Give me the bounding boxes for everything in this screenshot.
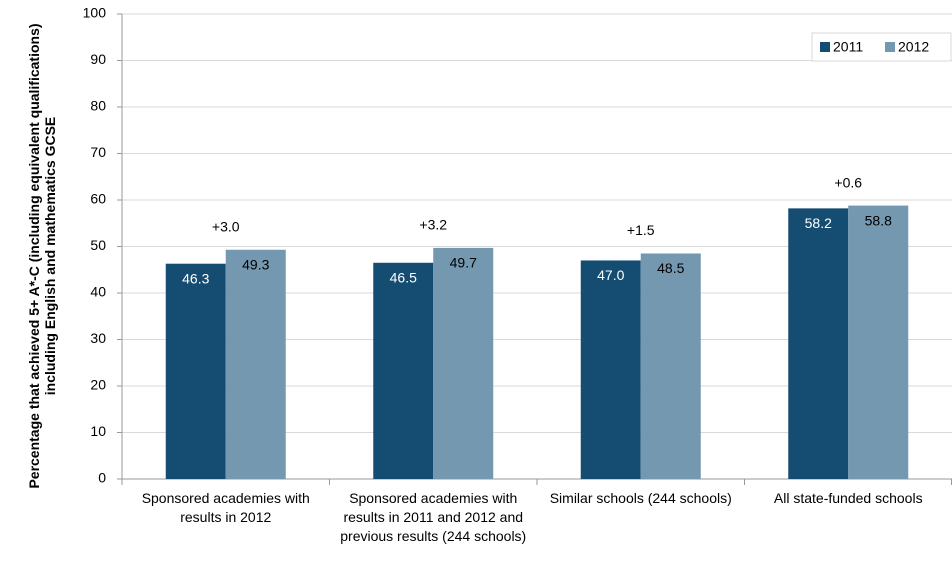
annotation: +3.2: [419, 217, 447, 233]
value-label: 47.0: [597, 267, 624, 283]
bar: [640, 253, 701, 479]
y-tick-label: 80: [90, 98, 106, 114]
bar: [788, 208, 849, 479]
legend-label: 2011: [833, 39, 863, 55]
y-tick-label: 100: [83, 5, 107, 21]
bar: [580, 260, 641, 479]
bar: [225, 249, 286, 479]
y-tick-label: 10: [90, 423, 106, 439]
y-axis-label: Percentage that achieved 5+ A*-C (includ…: [26, 23, 58, 489]
value-label: 58.2: [805, 215, 832, 231]
legend-label: 2012: [898, 39, 929, 55]
y-tick-label: 20: [90, 377, 106, 393]
legend-swatch: [820, 42, 830, 52]
value-label: 48.5: [657, 260, 684, 276]
annotation: +1.5: [627, 222, 655, 238]
y-tick-label: 90: [90, 51, 106, 67]
value-label: 46.3: [182, 270, 209, 286]
x-tick-label: All state-funded schools: [773, 490, 923, 506]
bar: [373, 262, 434, 479]
y-tick-label: 0: [98, 470, 106, 486]
y-tick-label: 50: [90, 237, 106, 253]
annotation: +3.0: [212, 218, 240, 234]
legend-box: [811, 32, 952, 62]
x-tick-label: Sponsored academies with results in 2011…: [340, 490, 527, 544]
annotation: +0.6: [834, 174, 862, 190]
y-tick-label: 40: [90, 284, 106, 300]
value-label: 49.3: [242, 256, 269, 272]
y-tick-label: 60: [90, 191, 106, 207]
value-label: 58.8: [865, 212, 892, 228]
legend-swatch: [885, 42, 895, 52]
bar: [165, 263, 226, 479]
x-tick-label: Similar schools (244 schools): [549, 490, 732, 506]
bar: [848, 205, 909, 479]
bar: [433, 247, 494, 479]
value-label: 46.5: [390, 269, 417, 285]
value-label: 49.7: [450, 255, 477, 271]
y-tick-label: 30: [90, 330, 106, 346]
y-tick-label: 70: [90, 144, 106, 160]
x-tick-label: Sponsored academies with results in 2012: [141, 490, 310, 525]
